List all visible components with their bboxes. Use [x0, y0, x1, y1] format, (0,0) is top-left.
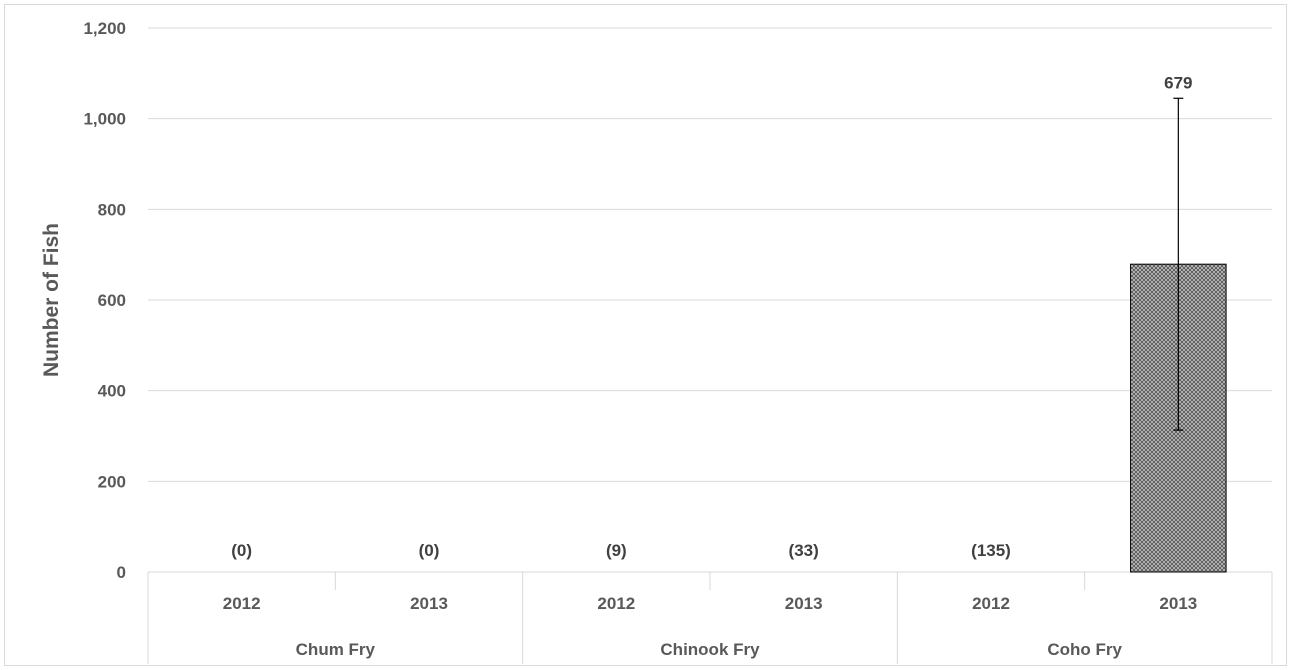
y-tick-label: 0 [117, 563, 126, 582]
labels: 0 200 400 600 800 1,000 1,200 (0) 2012 (0) 2013 (9)… [83, 19, 1197, 659]
data-label: (135) [971, 541, 1011, 560]
group-label: Chinook Fry [660, 640, 760, 659]
axes [4, 4, 1287, 666]
y-tick-label: 1,200 [83, 19, 126, 38]
bars [1130, 97, 1227, 573]
data-label: 679 [1164, 73, 1192, 92]
y-tick-label: 1,000 [83, 110, 126, 129]
data-label: (33) [789, 541, 819, 560]
x-tick-label: 2012 [597, 594, 635, 613]
x-tick-label: 2012 [972, 594, 1010, 613]
data-label: (0) [231, 541, 252, 560]
x-tick-label: 2012 [223, 594, 261, 613]
group-label: Chum Fry [296, 640, 376, 659]
y-tick-label: 400 [98, 382, 126, 401]
x-tick-label: 2013 [410, 594, 448, 613]
y-tick-label: 200 [98, 472, 126, 491]
y-axis-title: Number of Fish [40, 223, 63, 377]
data-label: (9) [606, 541, 627, 560]
x-tick-label: 2013 [785, 594, 823, 613]
chart-frame [4, 4, 1287, 666]
gridlines [148, 27, 1272, 482]
group-label: Coho Fry [1047, 640, 1122, 659]
data-label: (0) [419, 541, 440, 560]
x-tick-label: 2013 [1159, 594, 1197, 613]
y-tick-label: 800 [98, 200, 126, 219]
y-tick-label: 600 [98, 291, 126, 310]
